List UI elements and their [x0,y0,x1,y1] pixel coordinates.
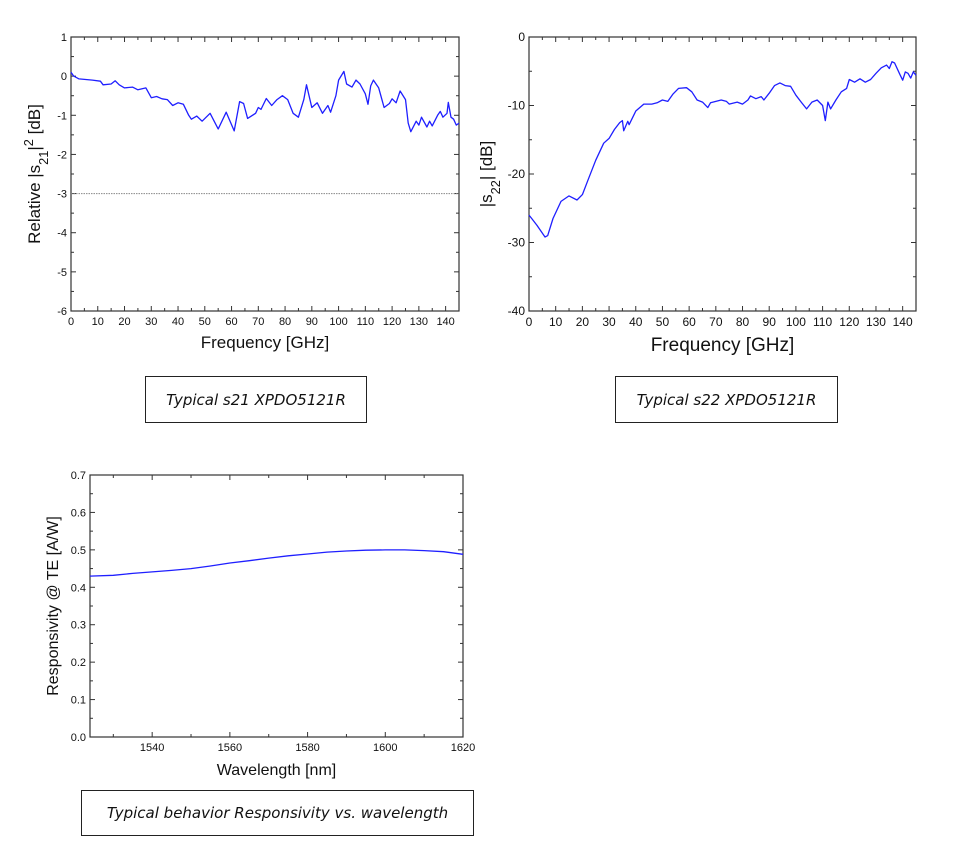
y-tick-label: -4 [57,228,67,240]
y-tick-label: 0.5 [71,545,86,557]
y-tick-label: -5 [57,267,67,279]
y-tick-label: 0 [61,71,67,83]
caption-s21: Typical s21 XPDO5121R [145,376,367,423]
x-tick-label: 120 [839,315,859,329]
y-tick-label: 0.4 [71,582,86,594]
label-superscript: 2 [21,139,36,146]
label-part: Responsivity @ TE [A/W] [45,516,62,696]
x-axis-label: Frequency [GHz] [201,333,330,352]
y-tick-label: -3 [57,189,67,201]
y-tick-label: 0.7 [71,470,86,482]
x-tick-label: 1560 [218,742,242,754]
x-tick-label: 100 [786,315,806,329]
x-tick-label: 80 [736,315,750,329]
x-tick-label: 110 [357,316,375,328]
label-part: | [477,203,496,207]
x-axis-label: Wavelength [nm] [217,762,336,779]
y-tick-label: 0 [518,30,525,44]
y-axis-label: Responsivity @ TE [A/W] [45,516,62,696]
label-part: | [25,146,44,150]
x-tick-label: 30 [145,316,157,328]
label-part: Relative | [25,173,44,244]
x-tick-label: 80 [279,316,291,328]
plot-frame [528,36,917,312]
x-tick-label: 40 [172,316,184,328]
caption-s22: Typical s22 XPDO5121R [615,376,838,423]
label-part: [dB] [25,104,44,139]
series-line-s21 [70,70,460,133]
series-line-TE [89,549,464,577]
x-tick-label: 10 [549,315,563,329]
x-tick-label: 60 [682,315,696,329]
y-tick-label: 0.1 [71,695,86,707]
x-tick-label: 100 [329,316,347,328]
x-tick-label: 50 [199,316,211,328]
y-axis-label: Relative |s21|2 [dB] [21,104,51,244]
x-tick-label: 90 [306,316,318,328]
y-tick-label: 0.2 [71,657,86,669]
x-tick-label: 110 [813,315,832,329]
x-tick-label: 140 [436,316,454,328]
x-tick-label: 130 [410,316,428,328]
chart-responsivity: 1540 1560 1580 1600 1620 0.0 0.1 0.2 0.3 0.4 0.5 0.… [45,470,475,779]
x-tick-label: 120 [383,316,401,328]
x-tick-label: 10 [92,316,104,328]
y-tick-label: 0.0 [71,732,86,744]
chart-s21: 0 10 20 30 40 50 60 70 80 90 100 110 120 130 140-6-5-4… [21,32,460,352]
plot-frame [89,474,464,738]
x-tick-label: 0 [526,315,533,329]
x-tick-label: 60 [225,316,237,328]
x-tick-label: 70 [709,315,723,329]
y-tick-label: -20 [508,167,526,181]
y-tick-label: 1 [61,32,67,44]
y-tick-label: -2 [57,149,67,161]
x-tick-label: 20 [576,315,590,329]
label-part: | [dB] [477,141,496,180]
x-tick-label: 70 [252,316,264,328]
x-tick-label: 1540 [140,742,164,754]
x-tick-label: 1600 [373,742,397,754]
x-tick-label: 1620 [451,742,475,754]
x-tick-label: 90 [763,315,777,329]
label-part: s [477,194,496,203]
chart-s22: 0 10 20 30 40 50 60 70 80 90 100 110 120 130 140 -40 -30… [477,30,917,356]
y-tick-label: -40 [508,304,526,318]
x-tick-label: 30 [602,315,616,329]
y-tick-label: -30 [508,236,526,250]
y-tick-label: -10 [508,99,526,113]
y-tick-label: -1 [57,110,67,122]
x-axis-label: Frequency [GHz] [651,335,795,356]
label-subscript: 22 [488,180,503,194]
series-line-s22 [528,61,917,238]
y-axis-label: |s22| [dB] [477,141,503,208]
x-tick-label: 40 [629,315,643,329]
x-tick-label: 140 [893,315,913,329]
label-subscript: 21 [36,151,51,165]
x-tick-label: 20 [118,316,130,328]
plot-frame [70,36,460,312]
x-tick-label: 0 [68,316,74,328]
y-tick-label: 0.3 [71,620,86,632]
x-tick-label: 130 [866,315,886,329]
label-part: s [25,165,44,174]
x-tick-label: 1580 [295,742,319,754]
y-tick-label: -6 [57,306,67,318]
y-tick-label: 0.6 [71,507,86,519]
x-tick-label: 50 [656,315,670,329]
caption-responsivity: Typical behavior Responsivity vs. wavele… [81,790,474,836]
